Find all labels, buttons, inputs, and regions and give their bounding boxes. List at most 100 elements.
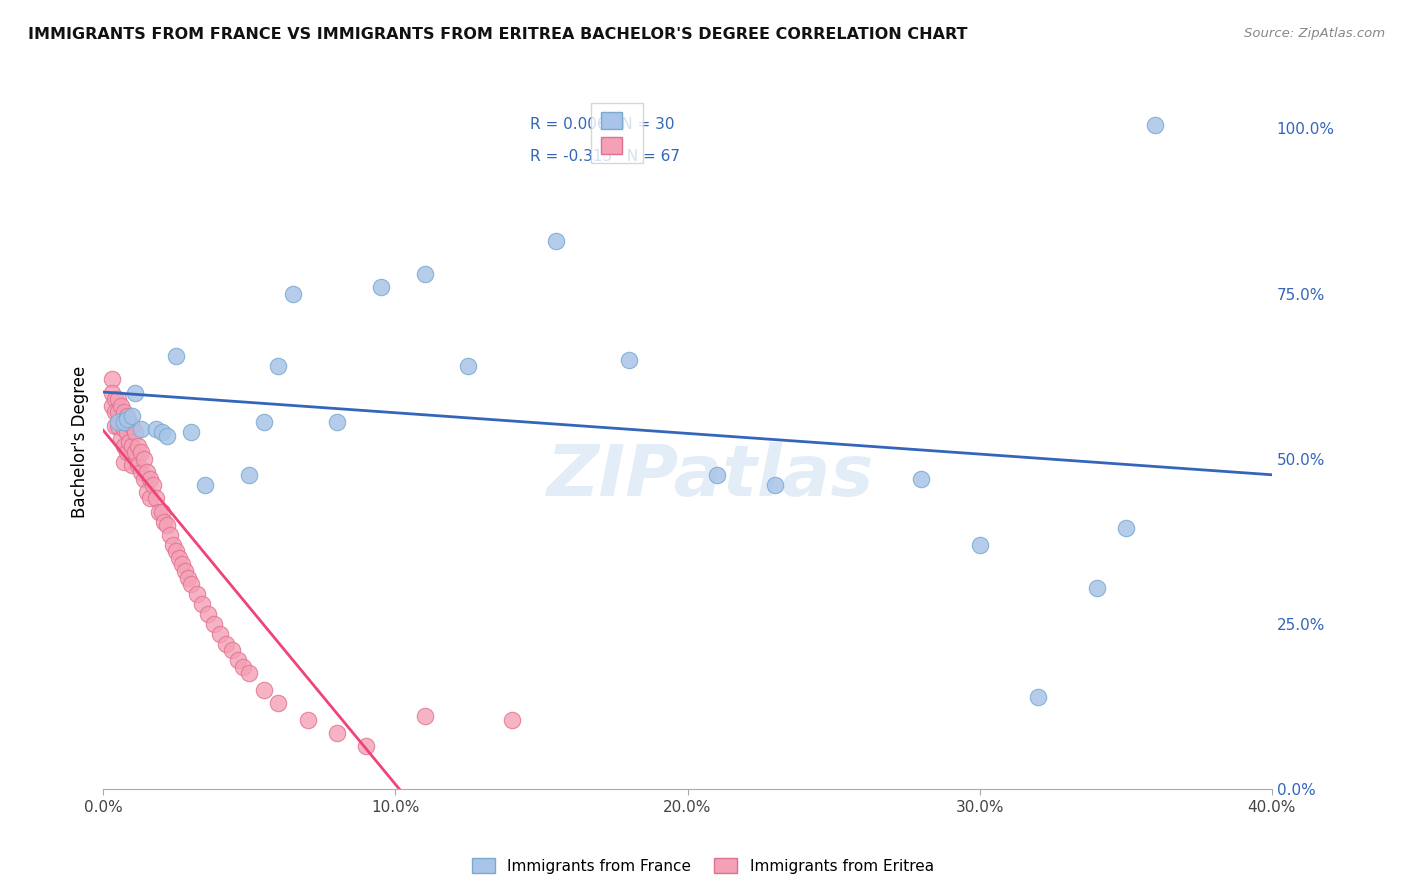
Point xyxy=(617,352,640,367)
Point xyxy=(104,405,127,419)
Point xyxy=(115,409,138,423)
Point xyxy=(156,428,179,442)
Point xyxy=(969,538,991,552)
Point xyxy=(107,416,129,430)
Point xyxy=(544,234,567,248)
Point xyxy=(457,359,479,374)
Point xyxy=(170,558,193,572)
Point xyxy=(267,359,290,374)
Point xyxy=(153,515,176,529)
Point xyxy=(232,660,254,674)
Point xyxy=(115,412,138,426)
Point xyxy=(115,445,138,459)
Text: Source: ZipAtlas.com: Source: ZipAtlas.com xyxy=(1244,27,1385,40)
Point xyxy=(132,451,155,466)
Point xyxy=(156,517,179,532)
Point xyxy=(112,438,135,452)
Point xyxy=(413,709,436,723)
Y-axis label: Bachelor's Degree: Bachelor's Degree xyxy=(72,366,89,518)
Point xyxy=(104,418,127,433)
Point xyxy=(202,616,225,631)
Point xyxy=(101,385,124,400)
Point xyxy=(159,527,181,541)
Point xyxy=(127,438,149,452)
Point xyxy=(129,422,152,436)
Point xyxy=(208,627,231,641)
Point xyxy=(101,399,124,413)
Point xyxy=(221,643,243,657)
Point xyxy=(101,372,124,386)
Point xyxy=(177,571,200,585)
Text: IMMIGRANTS FROM FRANCE VS IMMIGRANTS FROM ERITREA BACHELOR'S DEGREE CORRELATION : IMMIGRANTS FROM FRANCE VS IMMIGRANTS FRO… xyxy=(28,27,967,42)
Point xyxy=(197,607,219,621)
Point xyxy=(112,422,135,436)
Point xyxy=(112,455,135,469)
Point xyxy=(1085,581,1108,595)
Point xyxy=(124,425,146,440)
Point xyxy=(1143,118,1166,132)
Point xyxy=(1026,690,1049,704)
Point xyxy=(1115,521,1137,535)
Point xyxy=(129,445,152,459)
Point xyxy=(136,465,159,479)
Text: ZIPatlas: ZIPatlas xyxy=(547,442,875,511)
Point xyxy=(180,425,202,440)
Point xyxy=(910,471,932,485)
Point xyxy=(253,416,276,430)
Point xyxy=(104,392,127,407)
Point xyxy=(326,416,349,430)
Point xyxy=(354,739,377,754)
Point xyxy=(186,587,208,601)
Point xyxy=(326,726,349,740)
Point xyxy=(118,435,141,450)
Point xyxy=(194,478,217,492)
Point xyxy=(121,458,143,473)
Point xyxy=(132,471,155,485)
Point xyxy=(267,696,290,710)
Point xyxy=(107,418,129,433)
Point xyxy=(121,409,143,423)
Point xyxy=(281,286,304,301)
Point xyxy=(129,465,152,479)
Text: R = -0.315   N = 67: R = -0.315 N = 67 xyxy=(530,149,679,164)
Legend: Immigrants from France, Immigrants from Eritrea: Immigrants from France, Immigrants from … xyxy=(467,852,939,880)
Point xyxy=(136,484,159,499)
Point xyxy=(165,544,187,558)
Point xyxy=(501,713,523,727)
Point xyxy=(112,405,135,419)
Point xyxy=(127,458,149,473)
Point xyxy=(238,468,260,483)
Point xyxy=(370,280,392,294)
Point xyxy=(238,666,260,681)
Point xyxy=(107,392,129,407)
Point xyxy=(115,425,138,440)
Point xyxy=(253,683,276,698)
Point xyxy=(107,405,129,419)
Point xyxy=(124,385,146,400)
Point xyxy=(150,425,173,440)
Point xyxy=(763,478,786,492)
Point xyxy=(148,505,170,519)
Point xyxy=(118,416,141,430)
Point xyxy=(297,713,319,727)
Point xyxy=(167,550,190,565)
Point xyxy=(162,538,184,552)
Point xyxy=(121,418,143,433)
Point xyxy=(142,478,165,492)
Point xyxy=(226,653,249,667)
Point xyxy=(139,491,162,506)
Point xyxy=(110,399,132,413)
Point xyxy=(191,597,214,611)
Point xyxy=(139,471,162,485)
Point xyxy=(110,416,132,430)
Point xyxy=(413,267,436,281)
Point xyxy=(215,637,238,651)
Legend: , : , xyxy=(592,103,644,163)
Point xyxy=(180,577,202,591)
Point xyxy=(121,438,143,452)
Point xyxy=(112,416,135,430)
Point xyxy=(174,564,197,578)
Point xyxy=(165,349,187,363)
Point xyxy=(150,505,173,519)
Text: R = 0.006   N = 30: R = 0.006 N = 30 xyxy=(530,117,675,132)
